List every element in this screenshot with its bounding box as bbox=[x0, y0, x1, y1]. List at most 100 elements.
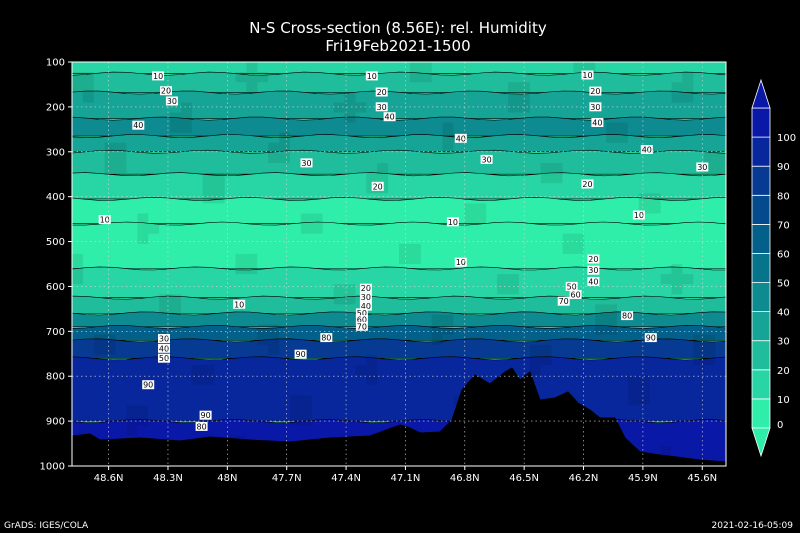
contour-label-text: 10 bbox=[367, 72, 377, 81]
axes: 48.6N 48.3N 48N 47.7N 47.4N 47.1N 46.8N 46.5N 46… bbox=[40, 58, 727, 484]
texture-cell bbox=[649, 193, 661, 204]
contour-label-box bbox=[165, 96, 178, 106]
contour-label-box bbox=[581, 70, 594, 80]
texture-cell bbox=[464, 213, 476, 224]
contour-label-box bbox=[158, 343, 170, 353]
texture-cell bbox=[409, 243, 421, 254]
contour-label: 30 bbox=[480, 154, 493, 164]
texture-cell bbox=[115, 163, 127, 174]
colorbar-tick-label: 80 bbox=[777, 191, 790, 202]
humidity-band bbox=[71, 172, 727, 200]
texture-cell bbox=[82, 72, 94, 83]
contour-label-text: 10 bbox=[448, 218, 458, 227]
texture-cell bbox=[715, 163, 726, 174]
texture-cell bbox=[584, 62, 596, 73]
texture-cell bbox=[300, 405, 312, 416]
texture-cell bbox=[300, 223, 312, 234]
texture-cell bbox=[518, 92, 530, 103]
texture-cell bbox=[409, 253, 421, 264]
contour-label-text: 50 bbox=[567, 282, 577, 291]
texture-cell bbox=[518, 82, 530, 93]
texture-cell bbox=[344, 112, 356, 123]
texture-cell bbox=[377, 173, 389, 184]
texture-cell bbox=[137, 405, 149, 416]
chart-subtitle: Fri19Feb2021-1500 bbox=[325, 37, 470, 55]
texture-cell bbox=[268, 142, 280, 153]
texture-cell bbox=[170, 304, 181, 315]
contour-label: 90 bbox=[199, 410, 212, 420]
texture-cell bbox=[409, 62, 421, 73]
texture-cell bbox=[638, 193, 650, 204]
texture-cell bbox=[475, 203, 487, 214]
texture-cell bbox=[606, 324, 617, 335]
contour-label-text: 20 bbox=[377, 88, 387, 97]
humidity-band bbox=[71, 134, 727, 153]
contour-label-text: 40 bbox=[385, 113, 395, 122]
texture-cell bbox=[399, 253, 410, 264]
texture-cell bbox=[660, 274, 672, 285]
contour-label-text: 30 bbox=[167, 97, 177, 106]
texture-cell bbox=[72, 253, 83, 264]
texture-cell bbox=[202, 173, 214, 184]
texture-cell bbox=[115, 152, 127, 163]
texture-cell bbox=[344, 102, 356, 113]
contour-label-box bbox=[158, 334, 170, 343]
texture-cell bbox=[290, 415, 301, 426]
contour-label-text: 10 bbox=[234, 300, 244, 309]
texture-cell bbox=[246, 82, 258, 93]
texture-cell bbox=[704, 354, 716, 365]
texture-cell bbox=[344, 284, 356, 295]
texture-cell bbox=[431, 324, 443, 335]
footer-right: 2021-02-16-05:09 bbox=[712, 521, 794, 531]
texture-cell bbox=[268, 334, 280, 345]
texture-cell bbox=[257, 324, 269, 335]
texture-cell bbox=[279, 152, 290, 163]
texture-cell bbox=[246, 253, 258, 264]
y-tick-label: 500 bbox=[46, 237, 65, 248]
texture-cell bbox=[72, 72, 83, 83]
humidity-band bbox=[71, 266, 727, 298]
humidity-band bbox=[71, 311, 727, 328]
contour-label: 20 bbox=[375, 87, 388, 97]
contour-label: 40 bbox=[359, 301, 372, 311]
contour-label: 40 bbox=[640, 145, 653, 155]
contour-label: 60 bbox=[355, 315, 368, 325]
texture-cell bbox=[104, 142, 116, 153]
plot-area bbox=[71, 61, 727, 467]
texture-cell bbox=[137, 223, 149, 234]
texture-cell bbox=[137, 213, 149, 224]
contour-label-text: 20 bbox=[582, 180, 592, 189]
contour-label-box bbox=[446, 217, 459, 227]
contour-label-box bbox=[355, 308, 368, 318]
x-tick-label: 45.9N bbox=[628, 473, 658, 484]
texture-cell bbox=[704, 344, 716, 355]
plot-frame bbox=[71, 61, 727, 467]
y-tick-label: 600 bbox=[46, 282, 65, 293]
texture-cell bbox=[704, 163, 716, 174]
texture-cell bbox=[638, 385, 650, 396]
contour-label-text: 40 bbox=[133, 121, 143, 130]
texture-cell bbox=[475, 213, 487, 224]
x-tick-label: 46.2N bbox=[569, 473, 599, 484]
contour-label-text: 30 bbox=[301, 159, 311, 168]
texture-cell bbox=[137, 415, 149, 426]
contour-label-box bbox=[142, 380, 155, 390]
contour-label-text: 30 bbox=[361, 293, 371, 302]
contour-label-box bbox=[355, 321, 368, 331]
texture-cell bbox=[595, 324, 607, 335]
texture-cell bbox=[551, 163, 563, 174]
texture-cell bbox=[159, 304, 171, 315]
contour-label: 10 bbox=[98, 215, 111, 225]
texture-cell bbox=[126, 415, 138, 426]
x-tick-label: 47.7N bbox=[272, 473, 302, 484]
contour-label-text: 10 bbox=[634, 211, 644, 220]
contour-label: 90 bbox=[644, 333, 657, 343]
texture-cell bbox=[126, 425, 138, 436]
colorbar-tick-label: 50 bbox=[777, 279, 790, 290]
texture-cell bbox=[508, 92, 519, 103]
texture-cell bbox=[290, 405, 301, 416]
texture-cell bbox=[420, 62, 432, 73]
contour-label-box bbox=[375, 102, 388, 112]
contour-label: 20 bbox=[371, 181, 384, 191]
x-tick-label: 45.6N bbox=[687, 473, 717, 484]
